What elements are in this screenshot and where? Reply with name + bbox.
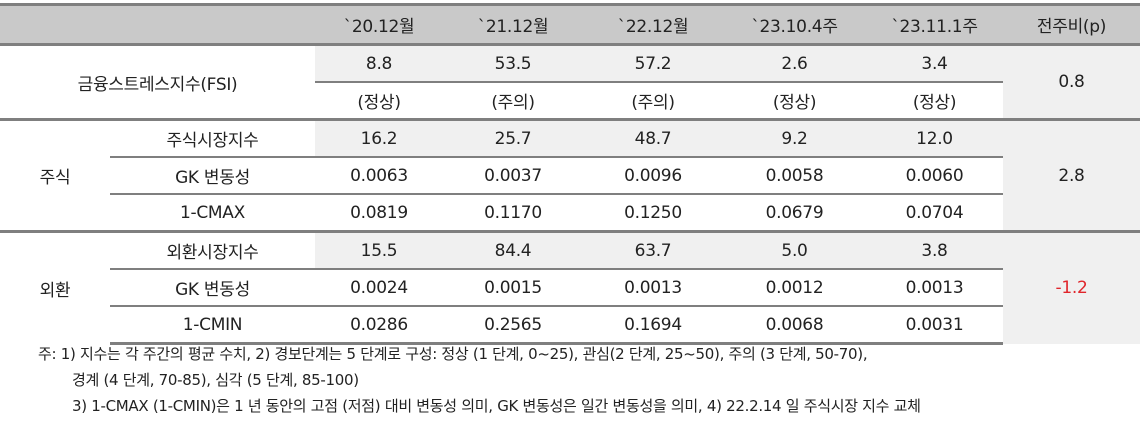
header-col-2310w4: `23.10.4주	[723, 3, 866, 46]
fsi-stage: (정상)	[315, 81, 443, 120]
cell-value: 0.0679	[723, 193, 866, 232]
cell-value: 0.0819	[315, 193, 443, 232]
footnote-line-1: 주: 1) 지수는 각 주간의 평균 수치, 2) 경보단계는 5 단계로 구성…	[38, 345, 868, 363]
header-blank	[0, 3, 315, 46]
row-label: GK 변동성	[110, 156, 315, 194]
header-col-change: 전주비(p)	[1003, 3, 1140, 46]
cell-value: 0.0012	[723, 268, 866, 306]
cell-value: 0.1694	[583, 305, 723, 345]
cell-value: 0.0060	[866, 156, 1003, 194]
cell-value: 0.0286	[315, 305, 443, 345]
fsi-value: 8.8	[315, 44, 443, 82]
cell-value: 15.5	[315, 230, 443, 269]
cell-value: 0.0013	[583, 268, 723, 306]
cell-value: 9.2	[723, 118, 866, 157]
header-col-2311w1: `23.11.1주	[866, 3, 1003, 46]
fx-cmin-row: 1-CMIN 0.0286 0.2565 0.1694 0.0068 0.003…	[0, 305, 1140, 345]
fsi-stage-row: (정상) (주의) (주의) (정상) (정상)	[0, 81, 1140, 120]
cell-value: 25.7	[443, 118, 583, 157]
fx-gk-row: GK 변동성 0.0024 0.0015 0.0013 0.0012 0.001…	[0, 268, 1140, 306]
fsi-change: 0.8	[1003, 44, 1140, 120]
financial-stress-index-table: `20.12월 `21.12월 `22.12월 `23.10.4주 `23.11…	[0, 3, 1140, 345]
cell-value: 0.0058	[723, 156, 866, 194]
fsi-stage: (정상)	[866, 81, 1003, 120]
stock-gk-row: GK 변동성 0.0063 0.0037 0.0096 0.0058 0.006…	[0, 156, 1140, 194]
footnote-line-2: 경계 (4 단계, 70-85), 심각 (5 단계, 85-100)	[72, 371, 359, 389]
cell-value: 63.7	[583, 230, 723, 269]
cell-value: 0.0063	[315, 156, 443, 194]
cell-value: 0.0704	[866, 193, 1003, 232]
cell-value: 3.8	[866, 230, 1003, 269]
fx-group-label: 외환	[0, 230, 110, 344]
fx-change: -1.2	[1003, 230, 1140, 344]
stock-cmax-row: 1-CMAX 0.0819 0.1170 0.1250 0.0679 0.070…	[0, 193, 1140, 232]
row-label: GK 변동성	[110, 268, 315, 306]
stock-change: 2.8	[1003, 118, 1140, 232]
header-col-2212: `22.12월	[583, 3, 723, 46]
cell-value: 84.4	[443, 230, 583, 269]
cell-value: 5.0	[723, 230, 866, 269]
cell-value: 0.0096	[583, 156, 723, 194]
fsi-value: 53.5	[443, 44, 583, 82]
cell-value: 0.0068	[723, 305, 866, 345]
stock-index-row: 주식 주식시장지수 16.2 25.7 48.7 9.2 12.0 2.8	[0, 118, 1140, 232]
fsi-value-row: 금융스트레스지수(FSI) 8.8 53.5 57.2 2.6 3.4 0.8	[0, 44, 1140, 120]
cell-value: 0.0031	[866, 305, 1003, 345]
cell-value: 12.0	[866, 118, 1003, 157]
footnote-line-3: 3) 1-CMAX (1-CMIN)은 1 년 동안의 고점 (저점) 대비 변…	[72, 397, 921, 415]
fx-index-row: 외환 외환시장지수 15.5 84.4 63.7 5.0 3.8 -1.2	[0, 230, 1140, 344]
stock-group-label: 주식	[0, 118, 110, 232]
fsi-value: 57.2	[583, 44, 723, 82]
fsi-stage: (주의)	[583, 81, 723, 120]
fsi-label: 금융스트레스지수(FSI)	[0, 44, 315, 120]
fsi-stage: (주의)	[443, 81, 583, 120]
cell-value: 0.0015	[443, 268, 583, 306]
fsi-value: 2.6	[723, 44, 866, 82]
header-col-2112: `21.12월	[443, 3, 583, 46]
cell-value: 16.2	[315, 118, 443, 157]
fsi-stage: (정상)	[723, 81, 866, 120]
cell-value: 0.1250	[583, 193, 723, 232]
footnotes: 주: 1) 지수는 각 주간의 평균 수치, 2) 경보단계는 5 단계로 구성…	[38, 341, 921, 419]
cell-value: 48.7	[583, 118, 723, 157]
header-row: `20.12월 `21.12월 `22.12월 `23.10.4주 `23.11…	[0, 3, 1140, 46]
fsi-value: 3.4	[866, 44, 1003, 82]
row-label: 외환시장지수	[110, 230, 315, 269]
cell-value: 0.2565	[443, 305, 583, 345]
cell-value: 0.0024	[315, 268, 443, 306]
cell-value: 0.1170	[443, 193, 583, 232]
row-label: 1-CMIN	[110, 305, 315, 345]
row-label: 1-CMAX	[110, 193, 315, 232]
cell-value: 0.0037	[443, 156, 583, 194]
cell-value: 0.0013	[866, 268, 1003, 306]
header-col-2012: `20.12월	[315, 3, 443, 46]
row-label: 주식시장지수	[110, 118, 315, 157]
